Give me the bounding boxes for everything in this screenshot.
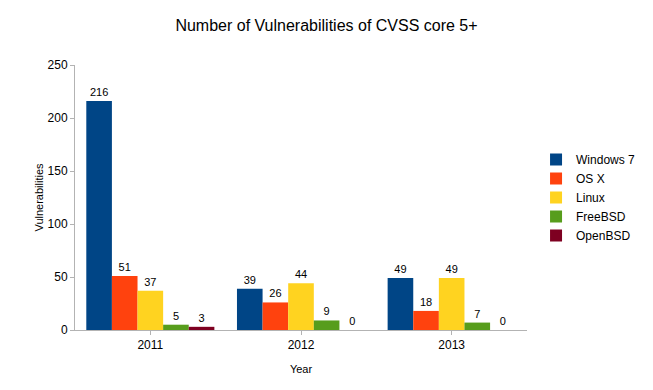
- svg-text:37: 37: [144, 276, 156, 288]
- svg-text:150: 150: [48, 164, 68, 178]
- svg-text:Vulnerabilities: Vulnerabilities: [33, 163, 45, 232]
- svg-text:Year: Year: [290, 363, 313, 375]
- svg-text:Number of Vulnerabilities of C: Number of Vulnerabilities of CVSS core 5…: [175, 17, 477, 34]
- svg-text:50: 50: [54, 270, 68, 284]
- svg-text:2011: 2011: [137, 338, 163, 352]
- svg-text:OpenBSD: OpenBSD: [576, 229, 630, 243]
- svg-text:49: 49: [394, 263, 406, 275]
- svg-text:26: 26: [269, 287, 281, 299]
- svg-text:250: 250: [48, 58, 68, 72]
- svg-text:5: 5: [173, 310, 179, 322]
- svg-text:18: 18: [420, 296, 432, 308]
- svg-text:Linux: Linux: [576, 191, 605, 205]
- svg-text:9: 9: [324, 305, 330, 317]
- svg-text:2012: 2012: [288, 338, 315, 352]
- svg-text:0: 0: [349, 315, 355, 327]
- svg-text:216: 216: [90, 86, 108, 98]
- svg-text:39: 39: [244, 274, 256, 286]
- svg-text:2013: 2013: [438, 338, 465, 352]
- svg-text:7: 7: [474, 308, 480, 320]
- svg-text:Windows 7: Windows 7: [576, 153, 635, 167]
- svg-text:49: 49: [446, 263, 458, 275]
- svg-text:0: 0: [61, 323, 68, 337]
- svg-text:OS X: OS X: [576, 172, 605, 186]
- svg-text:200: 200: [48, 111, 68, 125]
- svg-text:51: 51: [119, 261, 131, 273]
- svg-text:0: 0: [500, 315, 506, 327]
- svg-text:44: 44: [295, 268, 307, 280]
- svg-text:3: 3: [198, 312, 204, 324]
- svg-text:100: 100: [48, 217, 68, 231]
- svg-text:FreeBSD: FreeBSD: [576, 210, 626, 224]
